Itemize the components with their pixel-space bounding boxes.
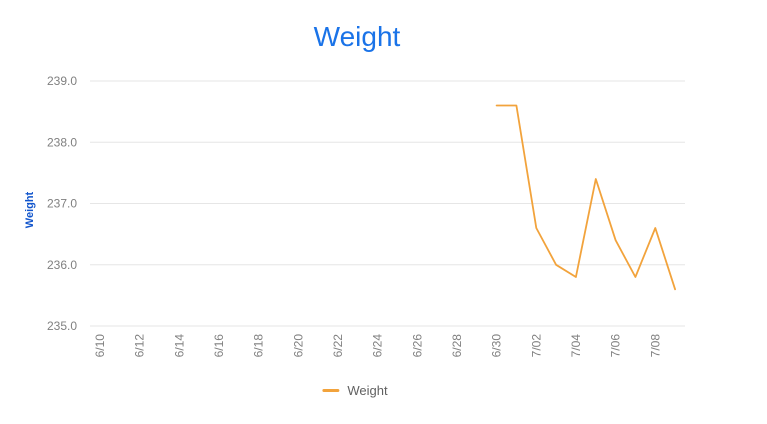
- x-tick-label: 7/06: [609, 334, 623, 358]
- x-tick-label: 7/08: [648, 334, 662, 358]
- y-tick-label: 238.0: [47, 135, 77, 149]
- chart-title: Weight: [313, 21, 401, 52]
- legend: Weight: [322, 383, 388, 398]
- legend-label: Weight: [347, 383, 388, 398]
- x-tick-label: 6/22: [331, 334, 345, 358]
- x-tick-label: 6/14: [172, 334, 186, 358]
- x-tick-label: 6/26: [410, 334, 424, 358]
- y-tick-label: 235.0: [47, 319, 77, 333]
- x-tick-label: 6/10: [93, 334, 107, 358]
- y-tick-label: 239.0: [47, 74, 77, 88]
- x-tick-label: 7/04: [569, 334, 583, 358]
- x-tick-label: 6/16: [212, 334, 226, 358]
- x-tick-label: 7/02: [529, 334, 543, 358]
- y-tick-label: 236.0: [47, 258, 77, 272]
- x-tick-label: 6/30: [490, 334, 504, 358]
- x-tick-label: 6/20: [291, 334, 305, 358]
- x-tick-label: 6/28: [450, 334, 464, 358]
- y-tick-label: 237.0: [47, 197, 77, 211]
- x-tick-label: 6/18: [252, 334, 266, 358]
- legend-line-marker: [322, 389, 340, 392]
- x-tick-label: 6/24: [371, 334, 385, 358]
- x-tick-label: 6/12: [133, 334, 147, 358]
- series-line-weight: [495, 104, 676, 291]
